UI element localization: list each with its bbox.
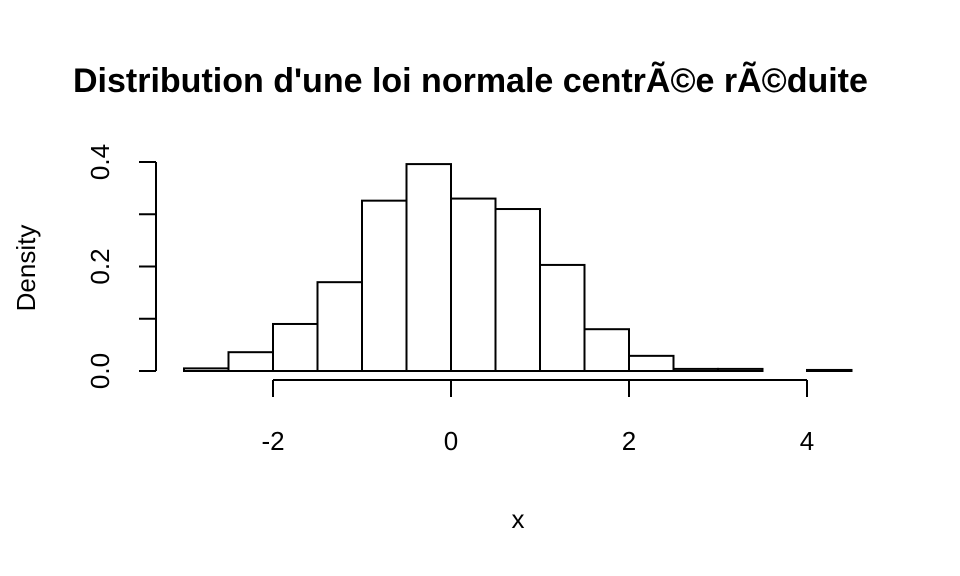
x-tick-label: -2 [261, 426, 284, 456]
histogram-bar-0 [183, 367, 230, 373]
histogram-bar-10 [628, 354, 675, 373]
histogram-bar-2 [272, 322, 319, 373]
histogram-bar-11 [672, 367, 719, 373]
histogram-bar-8 [539, 263, 586, 372]
x-axis: -2 0 2 4 [261, 379, 814, 456]
histogram-bar-12 [717, 367, 764, 373]
histogram-bar-5 [405, 163, 452, 372]
histogram-bar-1 [227, 351, 274, 373]
y-axis: 0.0 0.2 0.4 [85, 144, 157, 389]
histogram-bar-3 [316, 281, 363, 372]
y-tick-label: 0.2 [85, 248, 115, 284]
histogram-bar-6 [450, 197, 497, 372]
x-tick-label: 0 [444, 426, 458, 456]
y-axis-label: Density [11, 225, 41, 312]
x-tick-label: 2 [622, 426, 636, 456]
y-tick-label: 0.0 [85, 353, 115, 389]
histogram-bar-7 [494, 208, 541, 372]
histogram-bar-4 [361, 199, 408, 372]
chart-title: Distribution d'une loi normale centrÃ©e … [73, 62, 868, 100]
histogram-bars [183, 163, 853, 373]
x-tick-label: 4 [800, 426, 814, 456]
y-tick-label: 0.4 [85, 144, 115, 180]
x-axis-label: x [512, 504, 525, 534]
histogram-bar-9 [583, 328, 630, 373]
histogram-bar-14 [806, 368, 853, 372]
